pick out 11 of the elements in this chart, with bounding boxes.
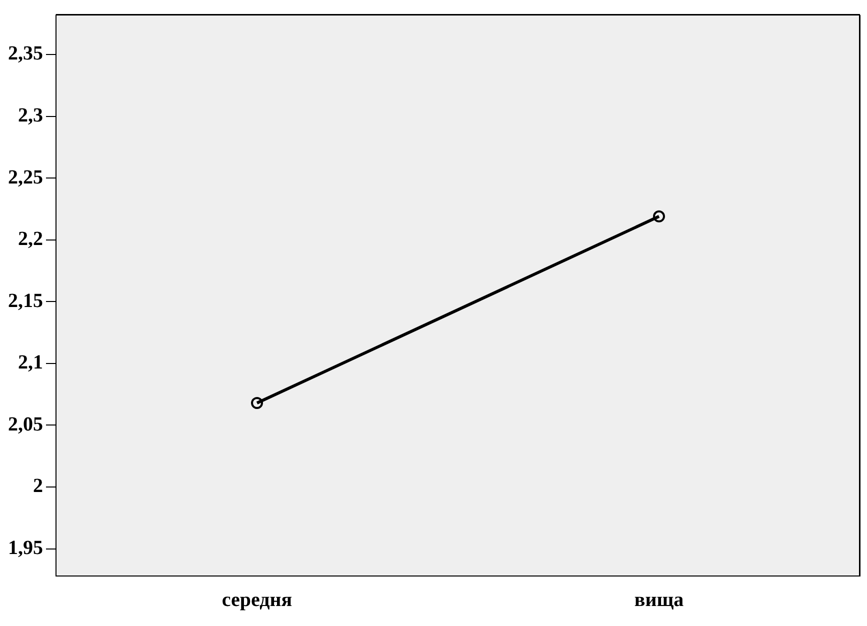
y-tick-label: 2,05 xyxy=(8,413,43,436)
y-tick-label: 2,2 xyxy=(18,228,43,250)
y-tick-label: 2,35 xyxy=(8,42,43,65)
y-tick-label: 2,15 xyxy=(8,290,43,312)
y-tick-label: 1,95 xyxy=(8,536,43,559)
y-tick-label: 2,25 xyxy=(8,166,43,188)
y-tick-label: 2 xyxy=(33,475,43,498)
x-tick-label: вища xyxy=(634,589,684,612)
x-tick-label: середня xyxy=(222,589,292,612)
y-tick-label: 2,3 xyxy=(18,104,43,126)
y-tick-label: 2,1 xyxy=(18,352,43,374)
